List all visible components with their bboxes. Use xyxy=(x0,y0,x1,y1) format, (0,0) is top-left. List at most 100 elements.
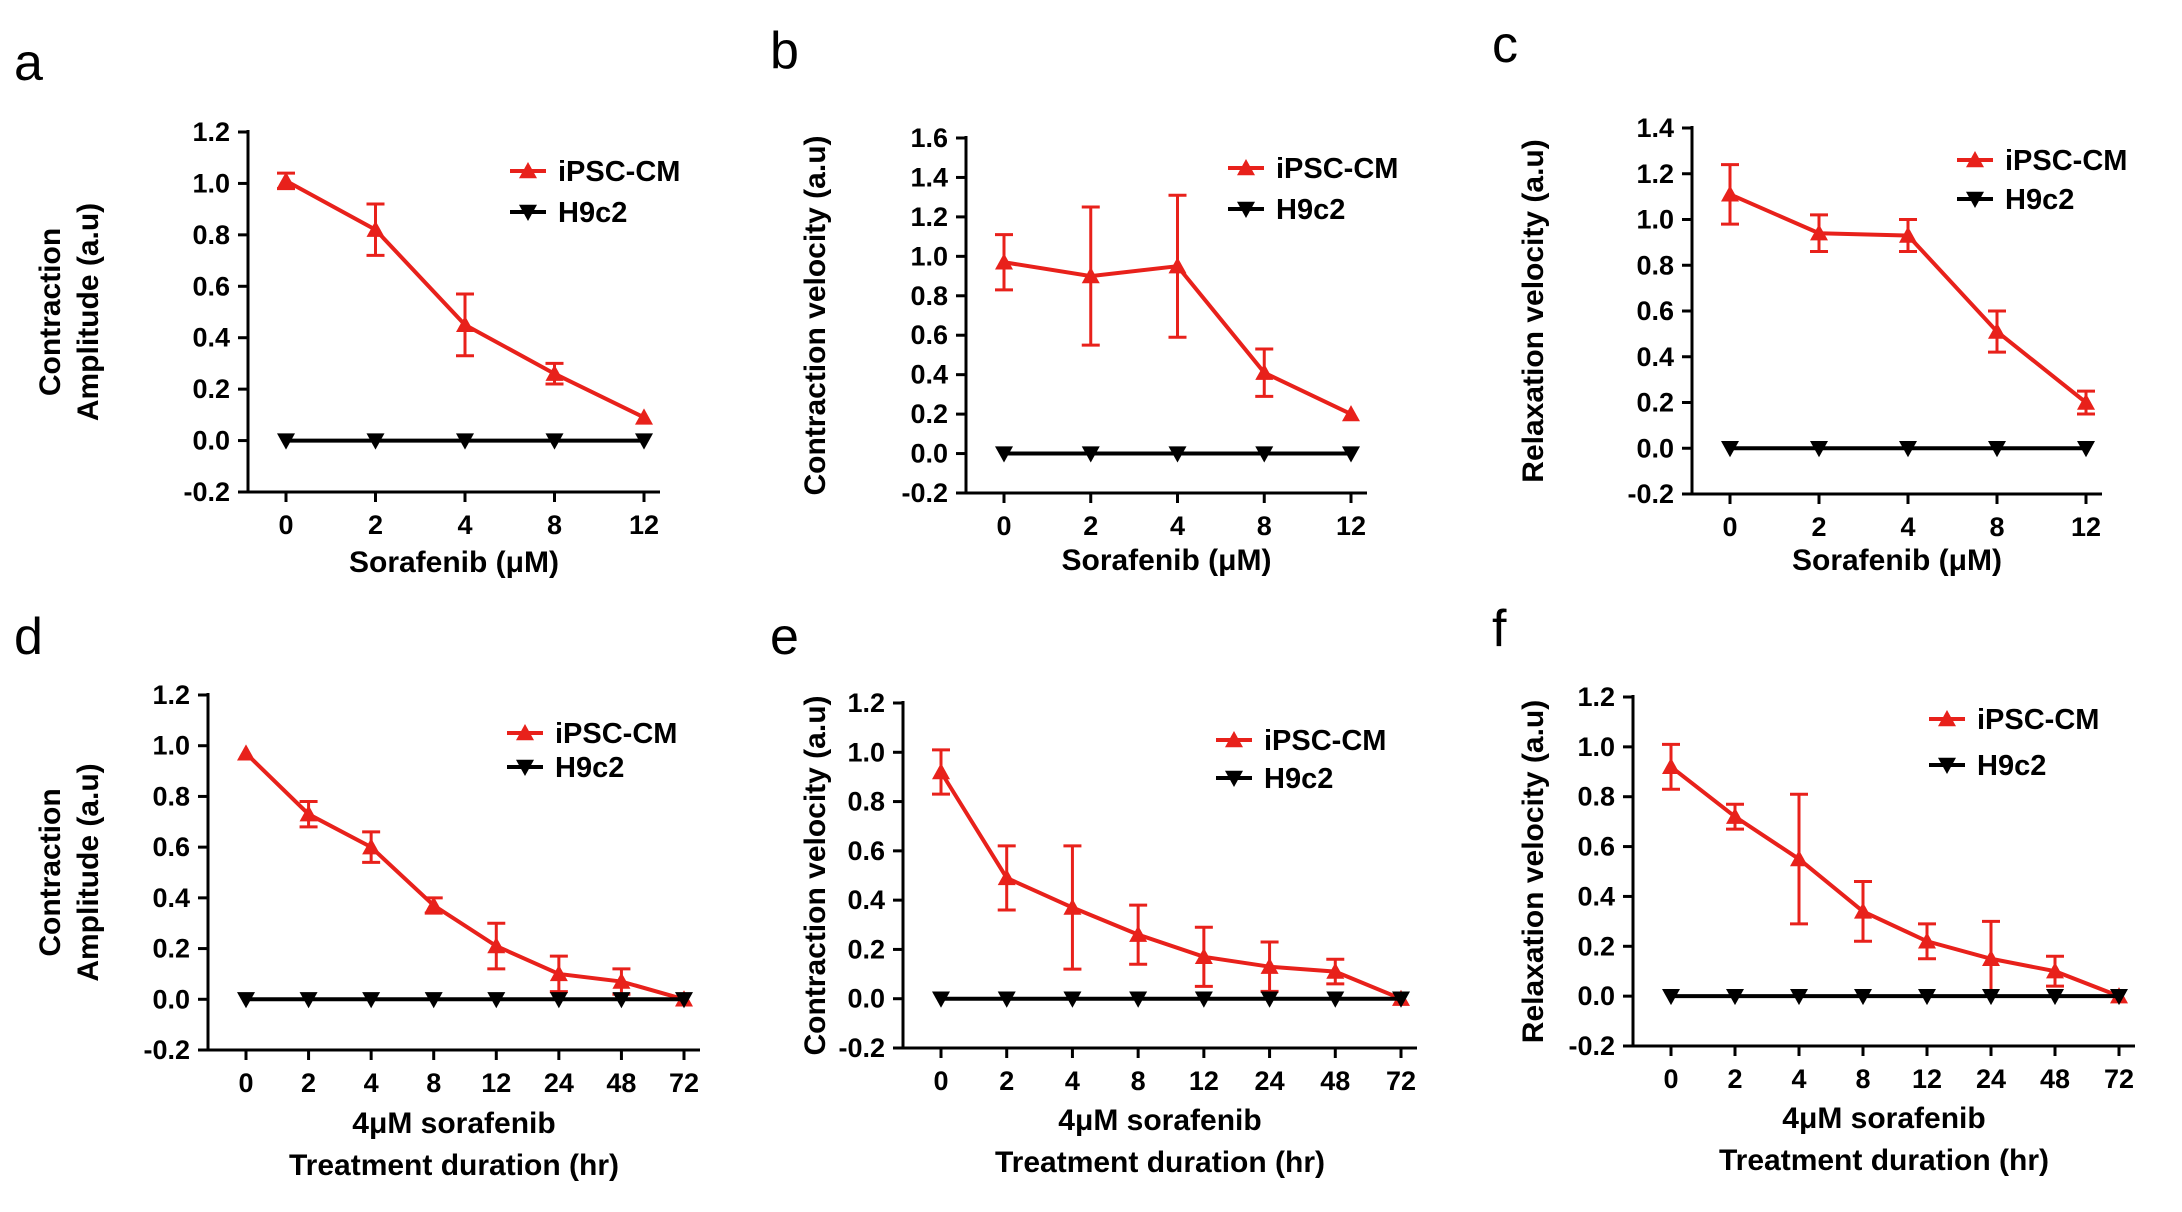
legend-marker xyxy=(1966,151,1984,168)
data-point xyxy=(1168,446,1187,463)
data-point xyxy=(2046,962,2064,979)
data-point xyxy=(635,433,653,450)
data-point xyxy=(1063,898,1082,915)
data-point xyxy=(1342,446,1360,463)
panel-letter: e xyxy=(770,608,799,666)
y-tick-label: 0.2 xyxy=(1636,388,1674,418)
y-tick-label: -0.2 xyxy=(901,478,948,508)
data-point xyxy=(362,838,381,855)
x-tick-label: 12 xyxy=(1336,511,1366,541)
x-tick-label: 4 xyxy=(1170,511,1185,541)
data-point xyxy=(932,991,950,1008)
y-tick-label: 0.6 xyxy=(847,836,885,866)
x-tick-label: 48 xyxy=(2040,1064,2070,1094)
panel-letter: a xyxy=(14,34,43,92)
series-ipsc-cm xyxy=(1662,742,2128,1004)
x-tick-label: 8 xyxy=(1989,512,2004,542)
legend-item-h9c2: H9c2 xyxy=(507,752,624,784)
data-point xyxy=(1342,405,1360,422)
data-point xyxy=(1982,988,2000,1006)
data-point xyxy=(1194,947,1213,965)
x-axis-title: Sorafenib (μM) xyxy=(1061,544,1271,577)
y-tick-label: 1.0 xyxy=(910,241,948,271)
y-tick-label: 0.8 xyxy=(1577,782,1615,812)
y-tick-label: 0.2 xyxy=(847,934,885,964)
data-point xyxy=(995,253,1013,270)
data-point xyxy=(1918,932,1936,949)
y-tick-label: 1.0 xyxy=(152,731,190,761)
data-point xyxy=(612,972,631,989)
series-ipsc-cm xyxy=(1721,163,2095,416)
panel-letter: f xyxy=(1492,600,1507,658)
legend-label: H9c2 xyxy=(1977,750,2046,782)
series-ipsc-cm xyxy=(237,744,693,1007)
y-tick-label: -0.2 xyxy=(1627,479,1674,509)
x-tick-label: 2 xyxy=(999,1066,1014,1096)
y-tick-label: 0.8 xyxy=(1636,250,1674,280)
y-tick-label: 0.8 xyxy=(192,220,230,250)
x-tick-label: 4 xyxy=(1900,512,1915,542)
panel-e: e-0.20.00.20.40.60.81.01.20 2 4 8 12 24 48 724μ… xyxy=(770,608,1417,1179)
data-point xyxy=(635,408,653,425)
data-point xyxy=(2110,988,2128,1006)
panel-f: f-0.20.00.20.40.60.81.01.20 2 4 8 12 24 48 724μ… xyxy=(1492,600,2135,1177)
legend-item-h9c2: H9c2 xyxy=(1228,194,1345,226)
y-tick-label: 0.4 xyxy=(847,885,885,915)
x-tick-label: 2 xyxy=(1811,512,1826,542)
x-tick-label: 0 xyxy=(933,1066,948,1096)
x-tick-label: 0 xyxy=(1722,512,1737,542)
legend-item-ipsc-cm: iPSC-CM xyxy=(1228,153,1398,185)
x-tick-label: 2 xyxy=(1083,511,1098,541)
panel-b: b -0.2 0.0 0.2 0.4 0.6 0.8 1.0 1.2 1.4 1.6 0 2 4 8 12 So… xyxy=(770,22,1398,577)
y-axis-title: Contraction velocity (a.u) xyxy=(799,135,832,495)
x-tick-label: 8 xyxy=(1855,1064,1870,1094)
data-point xyxy=(1081,446,1100,463)
data-point xyxy=(237,992,255,1009)
y-tick-label: 1.4 xyxy=(910,162,948,192)
series-h9c2 xyxy=(932,991,1410,1008)
legend-item-h9c2: H9c2 xyxy=(1957,184,2074,216)
x-tick-label: 0 xyxy=(238,1068,253,1098)
data-point xyxy=(1326,962,1345,979)
x-tick-label: 2 xyxy=(301,1068,316,1098)
y-tick-label: 0.0 xyxy=(1577,981,1615,1011)
x-tick-label: 0 xyxy=(1663,1064,1678,1094)
legend-label: H9c2 xyxy=(1276,194,1345,226)
y-tick-label: 0.6 xyxy=(192,271,230,301)
legend-marker xyxy=(1938,710,1956,727)
x-axis-title: Treatment duration (hr) xyxy=(289,1149,619,1182)
y-tick-label: 0.6 xyxy=(910,320,948,350)
y-tick-label: 0.6 xyxy=(1636,296,1674,326)
data-point xyxy=(299,805,318,822)
y-tick-label: 0.0 xyxy=(847,984,885,1014)
legend-marker xyxy=(1966,191,1984,208)
data-point xyxy=(237,744,255,761)
legend-label: H9c2 xyxy=(555,752,624,784)
y-tick-label: 1.2 xyxy=(192,117,230,147)
data-point xyxy=(1662,757,1680,774)
series-line xyxy=(244,751,685,1002)
legend-item-h9c2: H9c2 xyxy=(1216,763,1333,795)
series-h9c2 xyxy=(277,433,653,450)
legend-label: iPSC-CM xyxy=(2005,145,2127,177)
panel-letter: c xyxy=(1492,16,1518,74)
x-tick-label: 12 xyxy=(481,1068,511,1098)
x-tick-label: 8 xyxy=(1131,1066,1146,1096)
x-tick-label: 8 xyxy=(547,510,562,540)
data-point xyxy=(456,433,474,450)
x-axis-title: 4μM sorafenib xyxy=(1058,1104,1261,1137)
data-point xyxy=(1726,807,1744,824)
y-tick-label: 0.8 xyxy=(910,281,948,311)
x-tick-label: 4 xyxy=(1065,1066,1080,1096)
data-point xyxy=(1918,988,1936,1006)
x-axis-title: 4μM sorafenib xyxy=(1782,1102,1985,1135)
y-tick-label: -0.2 xyxy=(143,1035,190,1065)
data-point xyxy=(1988,322,2006,339)
data-point xyxy=(1081,267,1100,284)
data-point xyxy=(545,433,564,450)
x-axis-title: Treatment duration (hr) xyxy=(1719,1144,2049,1177)
data-point xyxy=(366,220,385,237)
x-tick-label: 2 xyxy=(1727,1064,1742,1094)
data-point xyxy=(424,992,443,1009)
y-tick-label: 0.2 xyxy=(1577,931,1615,961)
